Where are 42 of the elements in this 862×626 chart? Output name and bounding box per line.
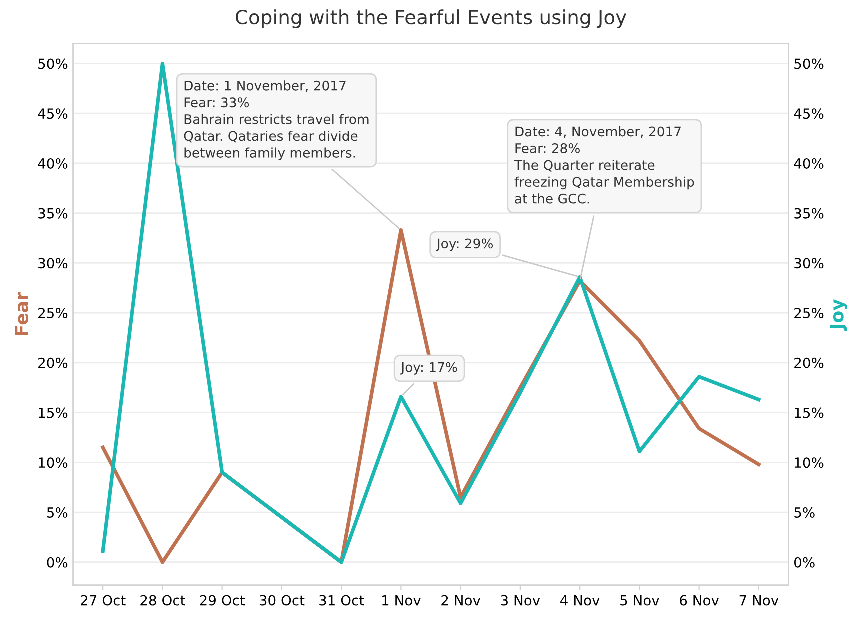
x-tick-label: 6 Nov xyxy=(680,595,720,606)
y-tick-label: 35% xyxy=(38,208,68,219)
x-tick-label: 1 Nov xyxy=(382,595,421,606)
annotation: Joy: 29% xyxy=(436,238,494,252)
y2-tick-label: 35% xyxy=(794,208,824,219)
line-series xyxy=(101,62,761,564)
y-tick-label: 40% xyxy=(38,158,68,169)
y-tick-label: 45% xyxy=(38,108,68,120)
y-tick-label: 5% xyxy=(47,507,68,518)
x-tick-label: 3 Nov xyxy=(501,595,540,606)
y-tick-label: 20% xyxy=(38,358,68,368)
annotation: Date: 4, November, 2017 Fear: 28% The Quarter reiterate freezing Qatar Membership at the GCC. xyxy=(514,126,694,204)
annotation: Date: 1 November, 2017 Fear: 33% Bahrain restricts travel from Qatar. Qataries fear divide between family members. xyxy=(184,80,369,160)
x-tick-label: 4 Nov xyxy=(560,595,600,606)
x-tick-label: 29 Oct xyxy=(200,595,246,606)
y2-tick-label: 10% xyxy=(795,458,824,468)
y2-tick-label: 15% xyxy=(795,408,824,418)
x-tick-label: 5 Nov xyxy=(620,595,660,606)
chart-title: Coping with the Fearful Events using Joy xyxy=(236,10,627,28)
y-tick-label: 50% xyxy=(38,58,68,70)
y2-tick-label: 0% xyxy=(794,557,815,568)
y-tick-label: 15% xyxy=(39,408,68,418)
y2-axis-title: Joy xyxy=(830,299,848,332)
x-tick-label: 31 Oct xyxy=(320,595,364,606)
y2-tick-label: 40% xyxy=(794,158,824,169)
y2-tick-label: 25% xyxy=(794,308,824,319)
y2-tick-label: 45% xyxy=(794,108,824,120)
x-tick-label: 2 Nov xyxy=(442,595,481,606)
x-tick-label: 30 Oct xyxy=(260,595,305,606)
y2-tick-label: 30% xyxy=(794,258,824,269)
x-tick-label: 28 Oct xyxy=(140,595,186,606)
y-tick-label: 25% xyxy=(38,308,68,319)
y-tick-label: 0% xyxy=(47,557,68,568)
y-tick-label: 10% xyxy=(39,458,68,468)
y2-tick-label: 5% xyxy=(794,507,815,518)
x-tick-label: 7 Nov xyxy=(740,595,779,606)
x-tick-label: 27 Oct xyxy=(81,595,126,606)
y2-tick-label: 50% xyxy=(794,58,824,70)
annotation: Joy: 17% xyxy=(400,362,458,375)
y-axis-title: Fear xyxy=(15,292,28,336)
y2-tick-label: 20% xyxy=(794,358,824,368)
y-tick-label: 30% xyxy=(38,258,68,269)
